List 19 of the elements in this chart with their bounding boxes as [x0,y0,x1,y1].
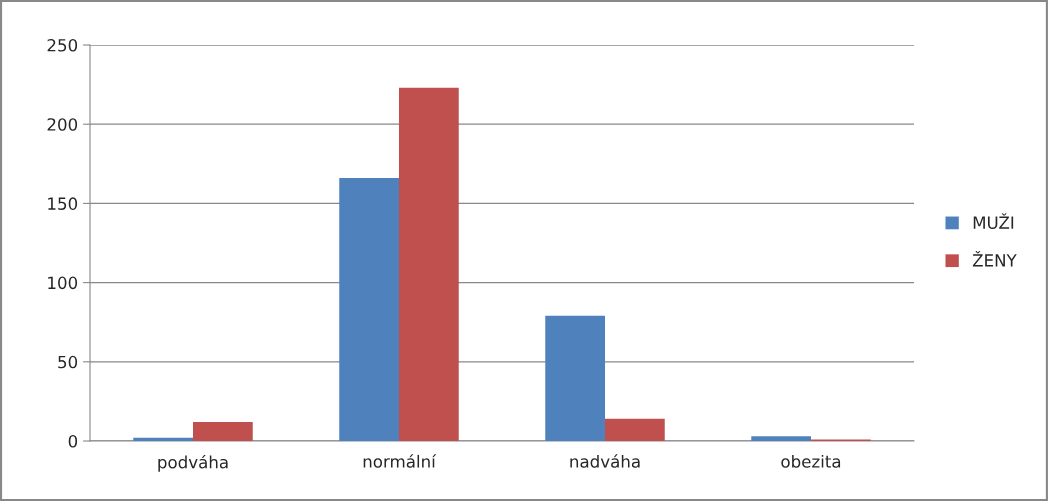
y-tick-label: 150 [48,197,78,210]
x-tick-label: podváha [158,454,228,472]
x-tick-label: obezita [781,454,841,468]
bar [193,421,253,441]
y-tick-label: 100 [48,276,78,290]
y-tick-label: 0 [68,434,78,448]
y-tick-label: 200 [47,118,78,131]
x-tick-label: nadváha [570,454,640,468]
bar [133,437,193,441]
legend-label: MUŽI [973,213,1014,229]
bar [339,178,399,441]
bar [545,315,605,441]
y-tick-label: 250 [47,38,78,52]
legend-label: ŽENY [972,251,1017,267]
y-tick-label: 50 [58,355,78,369]
bar [751,436,811,441]
bar [399,87,459,441]
bar [605,418,665,441]
x-tick-label: normální [363,454,437,468]
